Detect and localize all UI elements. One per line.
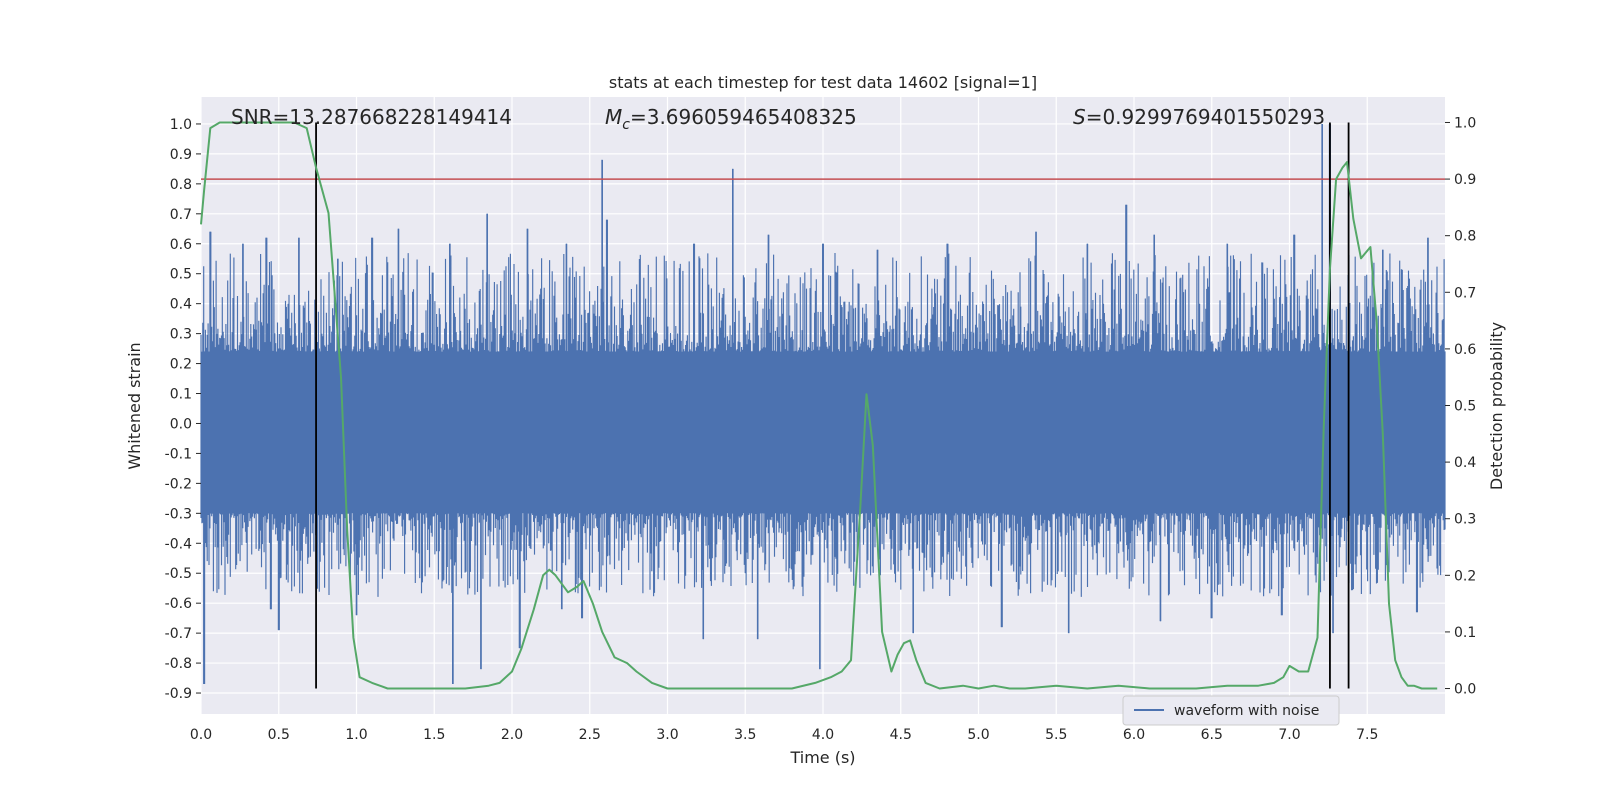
- y-right-tick-label: 0.2: [1454, 568, 1476, 584]
- event-lines: [315, 122, 1350, 689]
- y-left-tick-label: 0.5: [170, 267, 192, 283]
- x-tick-label: 2.5: [579, 727, 601, 743]
- mc-subscript: c: [622, 117, 630, 133]
- y-left-tick-label: -0.5: [165, 566, 192, 582]
- legend-label: waveform with noise: [1174, 703, 1319, 719]
- y-left-tick-label: -0.1: [165, 446, 192, 462]
- y-right-tick-label: 0.3: [1454, 512, 1476, 528]
- y-right-tick-label: 0.0: [1454, 682, 1476, 698]
- x-tick-label: 5.5: [1045, 727, 1067, 743]
- y-left-tick-label: 1.0: [170, 117, 192, 133]
- x-tick-label: 4.5: [890, 727, 912, 743]
- y-left-tick-label: 0.7: [170, 207, 192, 223]
- y-right-tick-label: 0.7: [1454, 285, 1476, 301]
- y-left-axis-ticks: 1.0 0.9 0.8 0.7 0.6 0.5 0.4 0.3 0.2 0.1 0.0 -0.1 -0.…: [165, 117, 201, 702]
- mc-symbol: M: [605, 105, 622, 129]
- x-tick-label: 1.0: [345, 727, 367, 743]
- y-left-tick-label: 0.1: [170, 387, 192, 403]
- s-value: =0.9299769401550293: [1086, 105, 1325, 129]
- y-left-tick-label: -0.7: [165, 626, 192, 642]
- y-left-tick-label: 0.8: [170, 177, 192, 193]
- legend: waveform with noise: [1122, 695, 1340, 726]
- y-left-tick-label: -0.4: [165, 536, 192, 552]
- s-symbol: S: [1073, 105, 1086, 129]
- y-right-tick-label: 0.4: [1454, 455, 1476, 471]
- x-tick-label: 6.0: [1123, 727, 1145, 743]
- y-right-tick-label: 0.9: [1454, 172, 1476, 188]
- x-tick-label: 2.0: [501, 727, 523, 743]
- y-right-tick-label: 0.8: [1454, 229, 1476, 245]
- x-axis-ticks: 0.0 0.5 1.0 1.5 2.0 2.5 3.0 3.5 4.0 4.5 5.0 5.5 6.0 6…: [190, 727, 1379, 743]
- x-tick-label: 0.5: [268, 727, 290, 743]
- x-tick-label: 3.0: [656, 727, 678, 743]
- x-tick-label: 0.0: [190, 727, 212, 743]
- y-right-tick-label: 1.0: [1454, 115, 1476, 131]
- y-right-tick-label: 0.6: [1454, 342, 1476, 358]
- x-axis-label: Time (s): [789, 748, 855, 767]
- y-left-tick-label: -0.8: [165, 656, 192, 672]
- y-left-axis-label: Whitened strain: [125, 342, 144, 469]
- y-left-tick-label: 0.3: [170, 327, 192, 343]
- y-right-tick-label: 0.5: [1454, 399, 1476, 415]
- y-left-tick-label: 0.9: [170, 147, 192, 163]
- mc-value: =3.696059465408325: [630, 105, 857, 129]
- y-left-tick-label: -0.9: [165, 686, 192, 702]
- y-right-axis-ticks: 1.0 0.9 0.8 0.7 0.6 0.5 0.4 0.3 0.2 0.1 0.0: [1445, 115, 1476, 698]
- snr-annotation: SNR=13.287668228149414: [231, 105, 512, 129]
- y-left-tick-label: -0.3: [165, 506, 192, 522]
- legend-box: [1122, 695, 1340, 726]
- x-tick-label: 7.0: [1278, 727, 1300, 743]
- x-tick-label: 1.5: [423, 727, 445, 743]
- waveform-series: [200, 123, 1446, 685]
- y-left-tick-label: 0.2: [170, 357, 192, 373]
- x-tick-label: 6.5: [1201, 727, 1223, 743]
- x-tick-label: 5.0: [967, 727, 989, 743]
- chart-title: stats at each timestep for test data 146…: [609, 73, 1037, 92]
- y-left-tick-label: -0.2: [165, 476, 192, 492]
- y-left-tick-label: 0.0: [170, 416, 192, 432]
- x-tick-label: 4.0: [812, 727, 834, 743]
- mc-annotation: Mc=3.696059465408325: [605, 105, 857, 133]
- s-annotation: S=0.9299769401550293: [1073, 105, 1325, 129]
- waveform-path: [200, 124, 1446, 684]
- probability-line: [200, 121, 1438, 690]
- y-right-tick-label: 0.1: [1454, 625, 1476, 641]
- x-tick-label: 7.5: [1356, 727, 1378, 743]
- y-left-tick-label: -0.6: [165, 596, 192, 612]
- y-left-tick-label: 0.4: [170, 297, 192, 313]
- x-tick-label: 3.5: [734, 727, 756, 743]
- y-right-axis-label: Detection probability: [1487, 322, 1506, 490]
- y-left-tick-label: 0.6: [170, 237, 192, 253]
